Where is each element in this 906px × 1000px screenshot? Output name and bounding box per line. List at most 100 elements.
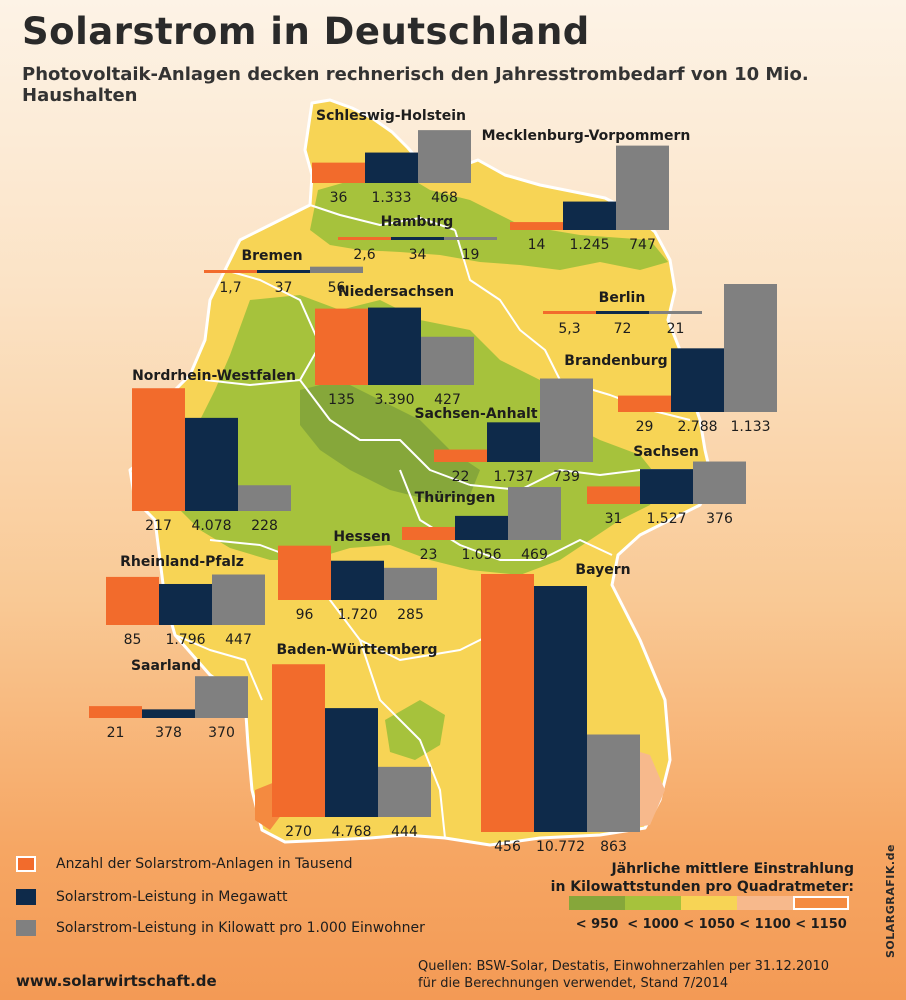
value-label-schleswig-holstein-leistung-kw: 468: [431, 190, 458, 206]
legend-leistung-kw: Solarstrom-Leistung in Kilowatt pro 1.00…: [16, 920, 425, 936]
irradiation-scale: [569, 896, 849, 910]
bar-schleswig-holstein-anlagen: [312, 162, 365, 183]
value-label-hessen-anlagen: 96: [296, 607, 314, 623]
value-label-schleswig-holstein-anlagen: 36: [330, 190, 348, 206]
region-label-nordrhein-westfalen: Nordrhein-Westfalen: [132, 368, 296, 384]
bar-schleswig-holstein-leistung-mw: [365, 152, 418, 183]
value-label-mecklenburg-vorpommern-anlagen: 14: [528, 237, 546, 253]
bar-brandenburg-leistung-kw: [724, 284, 777, 412]
irradiation-title-line1: Jährliche mittlere Einstrahlung: [611, 861, 854, 877]
value-label-saarland-leistung-kw: 370: [208, 725, 235, 741]
value-label-bremen-leistung-kw: 56: [328, 280, 346, 296]
sources-line2: für die Berechnungen verwendet, Stand 7/…: [418, 976, 729, 991]
bar-bremen-leistung-kw: [310, 266, 363, 273]
scale-swatch-2: [681, 896, 737, 910]
value-label-niedersachsen-leistung-mw: 3.390: [374, 392, 414, 408]
region-label-mecklenburg-vorpommern: Mecklenburg-Vorpommern: [482, 128, 691, 144]
bar-bremen-anlagen: [204, 270, 257, 273]
bar-bayern-leistung-mw: [534, 586, 587, 832]
value-label-bayern-leistung-kw: 863: [600, 839, 627, 855]
region-label-bayern: Bayern: [575, 562, 630, 578]
scale-label-1: < 1000: [627, 917, 679, 932]
bar-hessen-leistung-kw: [384, 567, 437, 600]
value-label-niedersachsen-leistung-kw: 427: [434, 392, 461, 408]
bar-hamburg-leistung-mw: [391, 237, 444, 240]
scale-label-4: < 1150: [795, 917, 847, 932]
region-label-thueringen: Thüringen: [415, 490, 496, 506]
value-label-mecklenburg-vorpommern-leistung-kw: 747: [629, 237, 656, 253]
bar-nordrhein-westfalen-anlagen: [132, 388, 185, 511]
bar-saarland-leistung-kw: [195, 676, 248, 718]
sources-line1: Quellen: BSW-Solar, Destatis, Einwohnerz…: [418, 959, 830, 974]
scale-label-0: < 950: [575, 917, 619, 932]
value-label-thueringen-leistung-kw: 469: [521, 547, 548, 563]
bar-rheinland-pfalz-anlagen: [106, 576, 159, 625]
value-label-sachsen-leistung-kw: 376: [706, 511, 733, 527]
value-label-berlin-leistung-mw: 72: [614, 321, 632, 337]
value-label-sachsen-anhalt-leistung-kw: 739: [553, 469, 580, 485]
value-label-berlin-anlagen: 5,3: [558, 321, 580, 337]
value-label-brandenburg-leistung-mw: 2.788: [677, 419, 717, 435]
legend-anlagen: Anzahl der Solarstrom-Anlagen in Tausend: [16, 856, 352, 872]
bar-baden-wuerttemberg-anlagen: [272, 664, 325, 817]
bar-niedersachsen-anlagen: [315, 308, 368, 385]
irradiation-title-line2: in Kilowattstunden pro Quadratmeter:: [550, 879, 854, 895]
bar-rheinland-pfalz-leistung-mw: [159, 583, 212, 625]
scale-swatch-4: [793, 896, 849, 910]
bar-hessen-leistung-mw: [331, 560, 384, 600]
value-label-schleswig-holstein-leistung-mw: 1.333: [371, 190, 411, 206]
value-label-hessen-leistung-kw: 285: [397, 607, 424, 623]
scale-swatch-1: [625, 896, 681, 910]
bar-sachsen-leistung-kw: [693, 461, 746, 504]
sources-note: Quellen: BSW-Solar, Destatis, Einwohnerz…: [418, 958, 829, 992]
legend-label-anlagen: Anzahl der Solarstrom-Anlagen in Tausend: [56, 856, 353, 872]
irradiation-scale-labels: < 950 < 1000 < 1050 < 1100 < 1150: [569, 917, 849, 932]
value-label-thueringen-anlagen: 23: [420, 547, 438, 563]
bar-sachsen-leistung-mw: [640, 469, 693, 504]
bar-saarland-anlagen: [89, 706, 142, 718]
bar-baden-wuerttemberg-leistung-kw: [378, 766, 431, 817]
bar-bremen-leistung-mw: [257, 270, 310, 273]
scale-swatch-0: [569, 896, 625, 910]
legend-swatch-leistung-mw: [16, 889, 36, 905]
bar-mecklenburg-vorpommern-leistung-mw: [563, 201, 616, 230]
value-label-rheinland-pfalz-leistung-kw: 447: [225, 632, 252, 648]
value-label-rheinland-pfalz-anlagen: 85: [124, 632, 142, 648]
bar-nordrhein-westfalen-leistung-kw: [238, 485, 291, 511]
value-label-baden-wuerttemberg-anlagen: 270: [285, 824, 312, 840]
legend-leistung-mw: Solarstrom-Leistung in Megawatt: [16, 889, 287, 905]
page-title: Solarstrom in Deutschland: [22, 10, 590, 53]
bar-sachsen-anhalt-leistung-mw: [487, 422, 540, 462]
region-label-rheinland-pfalz: Rheinland-Pfalz: [120, 554, 244, 570]
bar-mecklenburg-vorpommern-leistung-kw: [616, 145, 669, 230]
value-label-baden-wuerttemberg-leistung-mw: 4.768: [331, 824, 371, 840]
value-label-hamburg-anlagen: 2,6: [353, 247, 375, 263]
region-label-baden-wuerttemberg: Baden-Württemberg: [276, 642, 437, 658]
legend-swatch-leistung-kw: [16, 920, 36, 936]
value-label-hamburg-leistung-kw: 19: [462, 247, 480, 263]
region-label-sachsen: Sachsen: [633, 444, 699, 460]
bar-hamburg-anlagen: [338, 237, 391, 240]
irradiation-legend-title: Jährliche mittlere Einstrahlung in Kilow…: [551, 860, 854, 896]
bar-brandenburg-anlagen: [618, 395, 671, 412]
scale-swatch-3: [737, 896, 793, 910]
region-label-hessen: Hessen: [333, 529, 390, 545]
region-label-berlin: Berlin: [599, 290, 646, 306]
region-label-hamburg: Hamburg: [381, 214, 454, 230]
region-label-bremen: Bremen: [241, 248, 302, 264]
value-label-saarland-anlagen: 21: [107, 725, 125, 741]
value-label-berlin-leistung-kw: 21: [667, 321, 685, 337]
bar-brandenburg-leistung-mw: [671, 348, 724, 412]
bar-berlin-leistung-mw: [596, 311, 649, 314]
bar-sachsen-anlagen: [587, 486, 640, 504]
bar-thueringen-anlagen: [402, 526, 455, 540]
value-label-nordrhein-westfalen-anlagen: 217: [145, 518, 172, 534]
bar-niedersachsen-leistung-mw: [368, 307, 421, 385]
website-link[interactable]: www.solarwirtschaft.de: [16, 972, 217, 990]
value-label-saarland-leistung-mw: 378: [155, 725, 182, 741]
scale-label-2: < 1050: [683, 917, 735, 932]
value-label-brandenburg-leistung-kw: 1.133: [730, 419, 770, 435]
value-label-hamburg-leistung-mw: 34: [409, 247, 427, 263]
region-label-sachsen-anhalt: Sachsen-Anhalt: [414, 406, 537, 422]
